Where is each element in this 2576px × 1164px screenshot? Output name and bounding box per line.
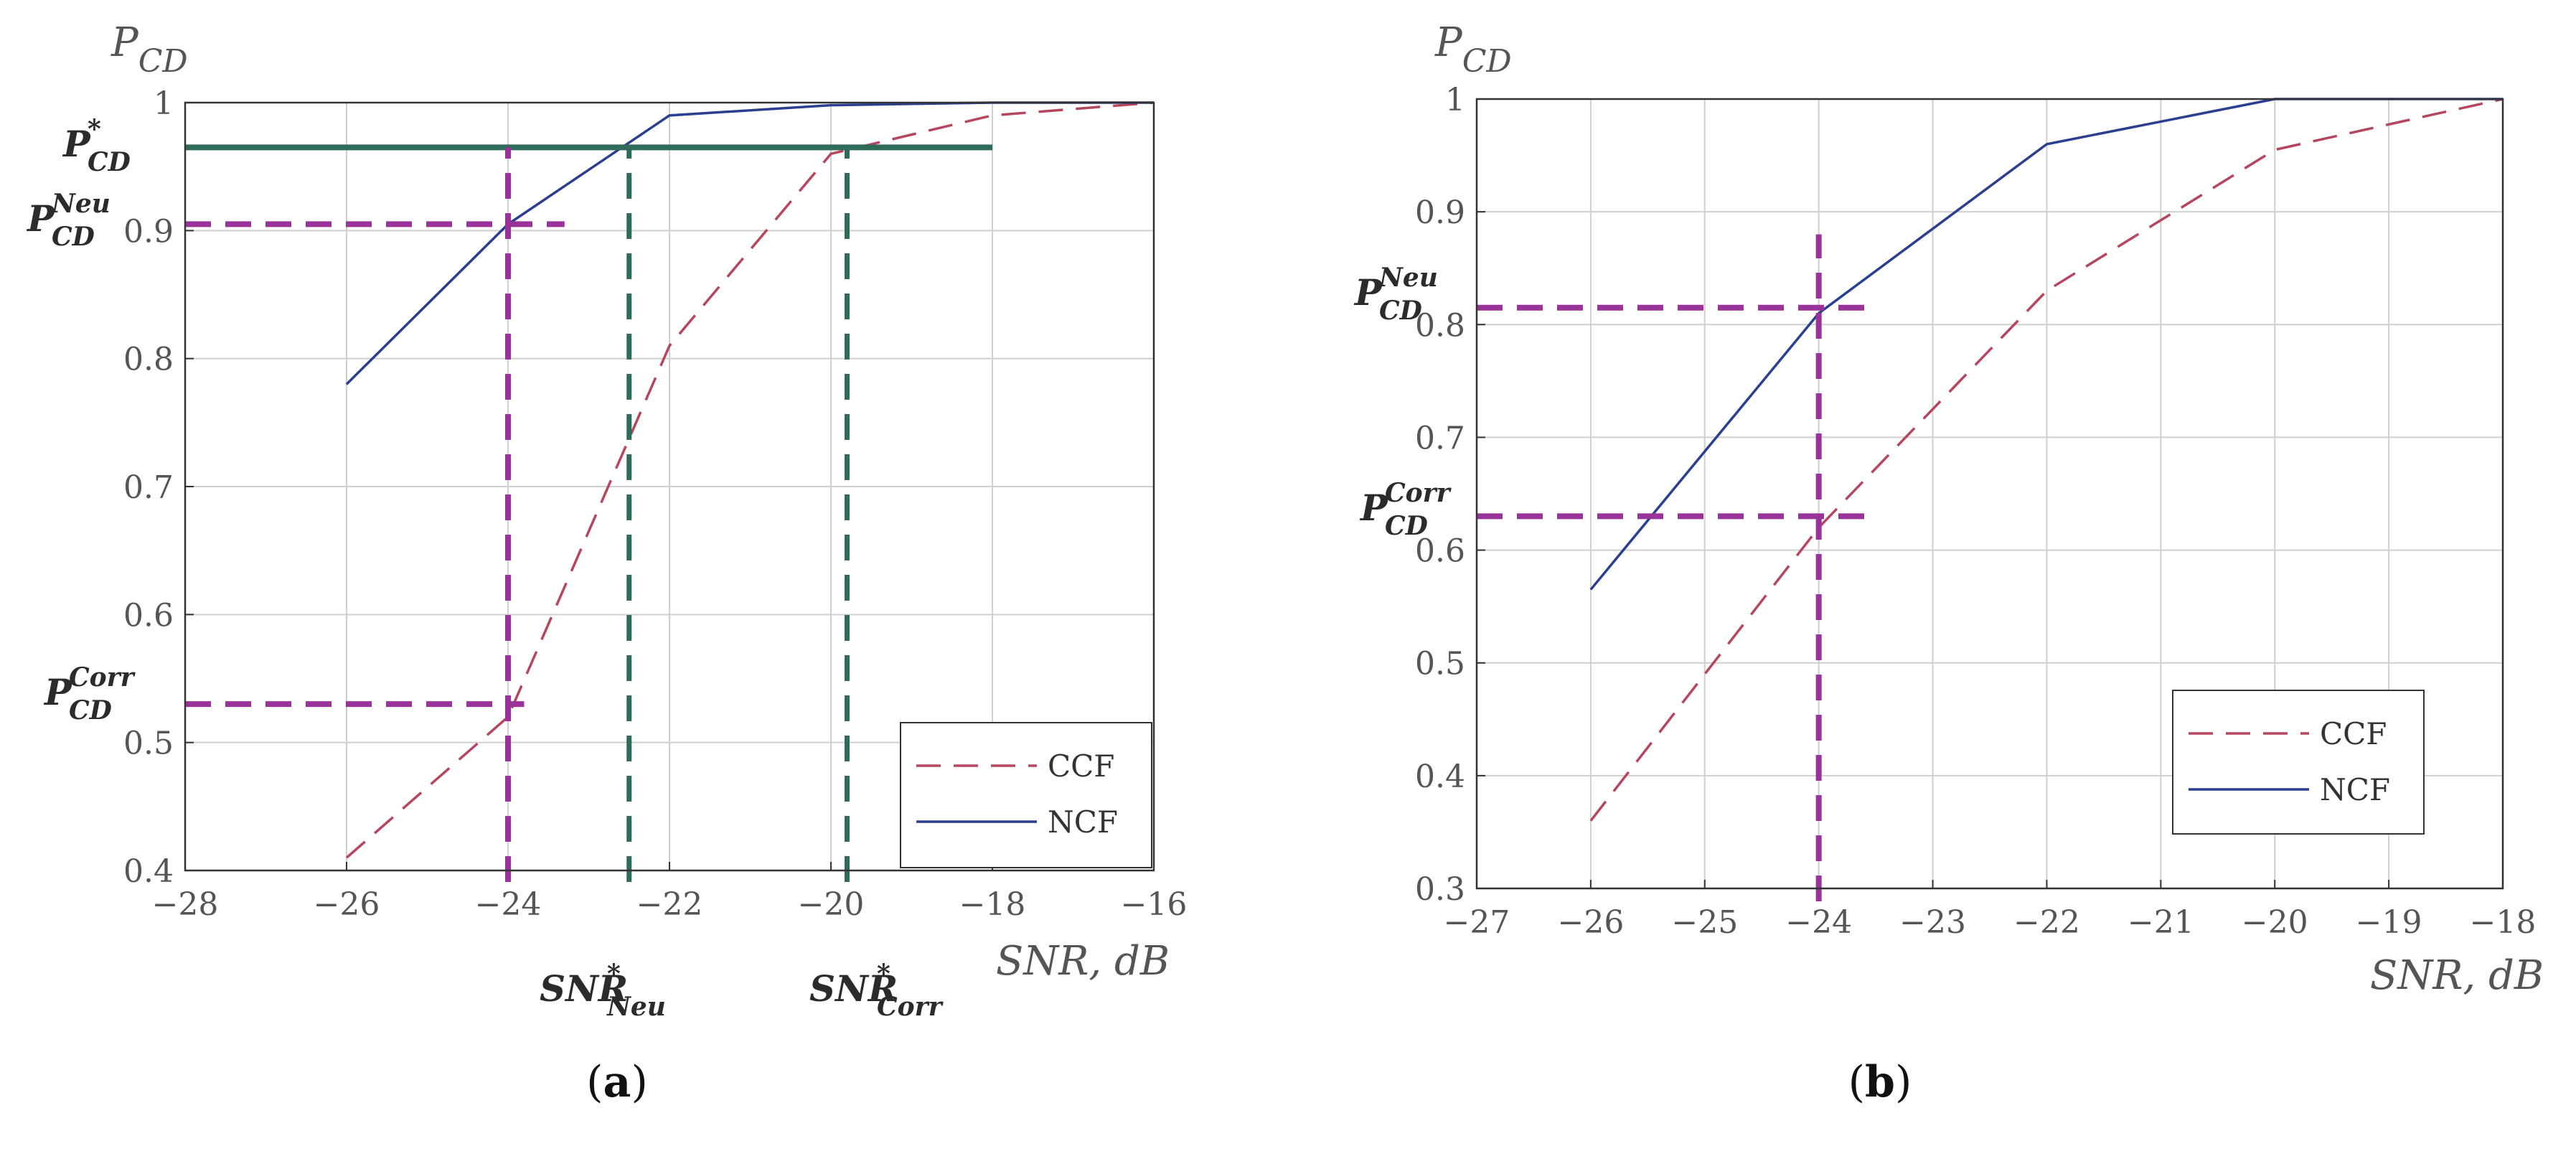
x-tick-label: −26 xyxy=(314,886,380,923)
label-p-star-sub: CD xyxy=(88,147,131,177)
y-tick-label: 0.9 xyxy=(1415,194,1465,231)
x-tick-label: −22 xyxy=(636,886,703,923)
label-snr-corr: SNR*Corr xyxy=(809,959,944,1022)
x-tick-label: −24 xyxy=(475,886,542,923)
series-line-ccf xyxy=(1589,98,2504,822)
legend-box xyxy=(900,722,1152,868)
caption-close: ) xyxy=(1895,1057,1912,1107)
chart-panel-b: −27 −26 −25 −24 −23 −22 −21 −20 −19 −18 0.3 0.4 0.5 0… xyxy=(1353,19,2544,1107)
caption-open: ( xyxy=(586,1057,603,1107)
legend-label-ccf: CCF xyxy=(2320,716,2387,751)
y-tick-label: 0.7 xyxy=(123,469,174,506)
panel-caption: (b) xyxy=(1848,1057,1912,1107)
label-p-corr-sup: Corr xyxy=(69,662,136,693)
y-tick-label: 0.5 xyxy=(123,726,174,762)
label-p-corr-sub: CD xyxy=(1385,511,1428,541)
label-p-corr-main: P xyxy=(43,671,72,713)
y-tick-label: 0.8 xyxy=(1415,307,1465,344)
caption-open: ( xyxy=(1848,1057,1865,1107)
label-snr-corr-sup: * xyxy=(877,959,890,989)
legend-label-ncf: NCF xyxy=(2320,772,2390,807)
chart-panel-a: −28 −26 −24 −22 −20 −18 −16 0.4 0.5 0.6 0.7 0.8 0.9 1… xyxy=(26,19,1187,1107)
y-axis-title-sub: CD xyxy=(1462,43,1512,80)
label-snr-neu: SNR*Neu xyxy=(540,959,666,1022)
label-snr-neu-sub: Neu xyxy=(606,992,666,1022)
x-tick-label: −28 xyxy=(152,886,219,923)
x-tick-label: −16 xyxy=(1121,886,1188,923)
x-tick-label: −20 xyxy=(2242,904,2308,941)
y-axis-title: PCD xyxy=(111,19,188,80)
label-p-corr-sub: CD xyxy=(69,695,112,726)
y-tick-label: 1 xyxy=(154,85,174,122)
x-tick-label: −22 xyxy=(2013,904,2080,941)
label-p-neu-main: P xyxy=(1353,271,1383,314)
y-tick-label: 0.6 xyxy=(1415,533,1465,570)
label-snr-corr-main: SNR xyxy=(809,967,898,1010)
legend-box xyxy=(2172,690,2425,835)
x-tick-label: −23 xyxy=(1899,904,1966,941)
label-p-neu-sub: CD xyxy=(1379,296,1422,326)
x-tick-label: −25 xyxy=(1671,904,1738,941)
y-tick-label: 0.4 xyxy=(1415,759,1465,795)
y-tick-label: 1 xyxy=(1445,82,1465,118)
panel-caption: (a) xyxy=(586,1057,648,1107)
y-axis-title-main: P xyxy=(1434,19,1463,66)
label-p-neu-sup: Neu xyxy=(51,189,111,219)
x-tick-label: −19 xyxy=(2356,904,2422,941)
y-axis-title-main: P xyxy=(111,19,139,66)
y-axis-title: PCD xyxy=(1434,19,1512,80)
plot-frame xyxy=(184,101,1155,872)
y-tick-label: 0.8 xyxy=(123,342,174,378)
label-p-corr-sup: Corr xyxy=(1385,478,1452,508)
x-axis-title: SNR, dB xyxy=(996,938,1170,985)
label-p-star-sup: * xyxy=(88,114,101,144)
y-tick-label: 0.5 xyxy=(1415,646,1465,682)
label-p-star: P*CD xyxy=(62,114,131,177)
x-tick-label: −26 xyxy=(1557,904,1624,941)
caption-letter: b xyxy=(1865,1057,1895,1107)
caption-letter: a xyxy=(603,1057,631,1107)
label-snr-neu-main: SNR xyxy=(540,967,628,1010)
x-tick-label: −21 xyxy=(2128,904,2194,941)
label-p-neu-sup: Neu xyxy=(1378,263,1438,293)
x-tick-label: −18 xyxy=(2470,904,2537,941)
caption-close: ) xyxy=(631,1057,647,1107)
plot-frame xyxy=(1475,98,2504,890)
x-tick-label: −27 xyxy=(1444,904,1510,941)
y-tick-label: 0.4 xyxy=(123,853,174,890)
y-axis-title-sub: CD xyxy=(138,43,188,80)
label-p-star-main: P xyxy=(62,123,91,165)
x-tick-label: −20 xyxy=(798,886,865,923)
label-snr-neu-sup: * xyxy=(607,959,621,989)
y-tick-label: 0.3 xyxy=(1415,871,1465,908)
label-p-corr-main: P xyxy=(1359,487,1388,529)
label-p-neu-main: P xyxy=(26,197,55,240)
y-tick-label: 0.6 xyxy=(123,597,174,634)
series-line-ccf xyxy=(345,101,1155,859)
x-tick-label: −24 xyxy=(1785,904,1852,941)
legend-label-ncf: NCF xyxy=(1048,804,1118,840)
label-snr-corr-sub: Corr xyxy=(877,992,944,1022)
y-tick-label: 0.9 xyxy=(123,213,174,250)
y-tick-label: 0.7 xyxy=(1415,420,1465,456)
legend-label-ccf: CCF xyxy=(1048,748,1114,784)
label-p-neu-sub: CD xyxy=(52,222,95,252)
x-axis-title: SNR, dB xyxy=(2370,952,2544,999)
x-tick-label: −18 xyxy=(959,886,1026,923)
